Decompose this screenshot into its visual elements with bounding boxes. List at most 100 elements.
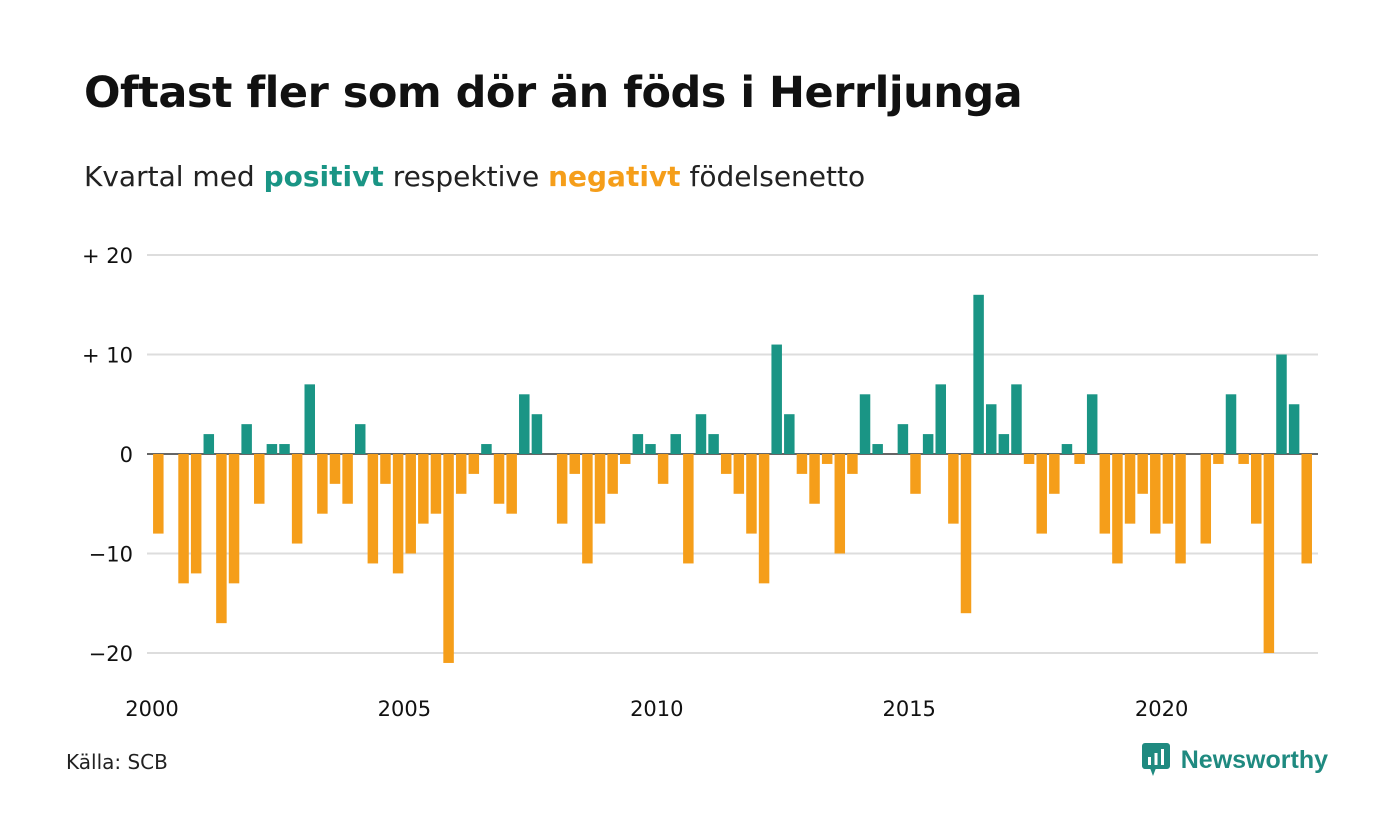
bar-negative xyxy=(594,454,606,524)
x-tick-label: 2015 xyxy=(882,697,935,721)
subtitle-prefix: Kvartal med xyxy=(84,160,255,193)
subtitle-negative-label: negativt xyxy=(548,160,681,193)
bar-positive xyxy=(481,444,492,454)
bar-negative xyxy=(720,454,732,474)
source-note: Källa: SCB xyxy=(66,750,168,774)
chart-subtitle: Kvartal med positivt respektive negativt… xyxy=(84,160,865,194)
bar-negative xyxy=(254,454,265,504)
bar-positive xyxy=(266,444,278,454)
x-tick-label: 2000 xyxy=(125,697,178,721)
bar-negative xyxy=(1074,454,1085,464)
bar-negative xyxy=(1036,454,1047,534)
bar-negative xyxy=(1263,454,1275,653)
bar-negative xyxy=(1175,454,1186,564)
bar-negative xyxy=(367,454,379,564)
bar-negative xyxy=(291,454,303,544)
bar-positive xyxy=(695,414,707,454)
bar-negative xyxy=(746,454,757,534)
bar-positive xyxy=(531,414,543,454)
bar-negative xyxy=(216,454,227,624)
bar-negative xyxy=(796,454,808,474)
bar-positive xyxy=(922,434,934,454)
bar-negative xyxy=(948,454,959,524)
grid-lines xyxy=(147,254,1318,654)
y-tick-label: + 20 xyxy=(82,244,133,268)
bar-positive xyxy=(1086,394,1098,454)
bar-negative xyxy=(821,454,833,464)
bar-positive xyxy=(708,434,719,454)
bar-negative xyxy=(1124,454,1136,524)
bar-negative xyxy=(153,454,164,534)
bar-negative xyxy=(506,454,517,514)
bar-negative xyxy=(329,454,341,484)
bar-positive xyxy=(985,404,997,454)
bar-positive xyxy=(771,344,782,454)
bar-negative xyxy=(430,454,442,514)
bar-negative xyxy=(493,454,505,504)
bar-positive xyxy=(1061,444,1073,454)
bar-positive xyxy=(632,434,644,454)
bar-positive xyxy=(304,384,315,454)
bar-negative xyxy=(847,454,858,474)
bar-negative xyxy=(1150,454,1161,534)
bar-positive xyxy=(1288,404,1300,454)
bar-negative xyxy=(1213,454,1224,464)
bar-negative xyxy=(1112,454,1123,564)
bar-negative xyxy=(1251,454,1262,524)
bar-negative xyxy=(657,454,669,484)
bar-negative xyxy=(418,454,429,524)
bar-negative xyxy=(468,454,480,474)
bar-negative xyxy=(620,454,631,464)
bar-positive xyxy=(935,384,946,454)
bar-positive xyxy=(872,444,883,454)
axis-labels: + 20 + 10 0 −10 −20 2000 2005 2010 2015 2020 xyxy=(82,244,1188,721)
bar-positive xyxy=(973,294,984,454)
y-tick-label: −20 xyxy=(89,642,133,666)
bar-negative xyxy=(455,454,467,494)
bar-negative xyxy=(758,454,770,584)
x-tick-label: 2010 xyxy=(630,697,683,721)
brand-logo: Newsworthy xyxy=(1141,742,1328,778)
bar-negative xyxy=(392,454,404,574)
bar-positive xyxy=(279,444,290,454)
bar-negative xyxy=(910,454,921,494)
subtitle-middle: respektive xyxy=(392,160,540,193)
y-tick-label: 0 xyxy=(120,443,133,467)
x-tick-label: 2020 xyxy=(1135,697,1188,721)
bar-positive xyxy=(784,414,795,454)
bar-positive xyxy=(859,394,871,454)
bar-negative xyxy=(1162,454,1174,524)
bar-negative xyxy=(178,454,189,584)
bar-negative xyxy=(405,454,416,554)
bar-negative xyxy=(607,454,618,494)
bar-negative xyxy=(1200,454,1212,544)
bar-negative xyxy=(317,454,328,514)
bar-negative xyxy=(380,454,391,484)
bar-negative xyxy=(1137,454,1148,494)
x-tick-label: 2005 xyxy=(378,697,431,721)
bar-negative xyxy=(190,454,202,574)
bar-negative xyxy=(1301,454,1312,564)
bar-negative xyxy=(1238,454,1249,464)
bar-negative xyxy=(834,454,846,554)
bar-negative xyxy=(1099,454,1111,534)
y-tick-label: −10 xyxy=(89,543,133,567)
bar-negative xyxy=(1023,454,1035,464)
bar-negative xyxy=(443,454,454,663)
bar-negative xyxy=(582,454,593,564)
bar-positive xyxy=(1011,384,1022,454)
newsworthy-logo-icon xyxy=(1141,743,1170,776)
bar-positive xyxy=(354,424,366,454)
bar-negative xyxy=(228,454,240,584)
chart-title: Oftast fler som dör än föds i Herrljunga xyxy=(84,68,1023,118)
subtitle-suffix: födelsenetto xyxy=(689,160,866,193)
bar-positive xyxy=(1225,394,1237,454)
chart-bars xyxy=(153,294,1312,663)
bar-positive xyxy=(519,394,530,454)
bar-positive xyxy=(203,434,215,454)
y-tick-label: + 10 xyxy=(82,344,133,368)
bar-negative xyxy=(569,454,581,474)
bar-positive xyxy=(998,434,1010,454)
bar-negative xyxy=(960,454,972,614)
